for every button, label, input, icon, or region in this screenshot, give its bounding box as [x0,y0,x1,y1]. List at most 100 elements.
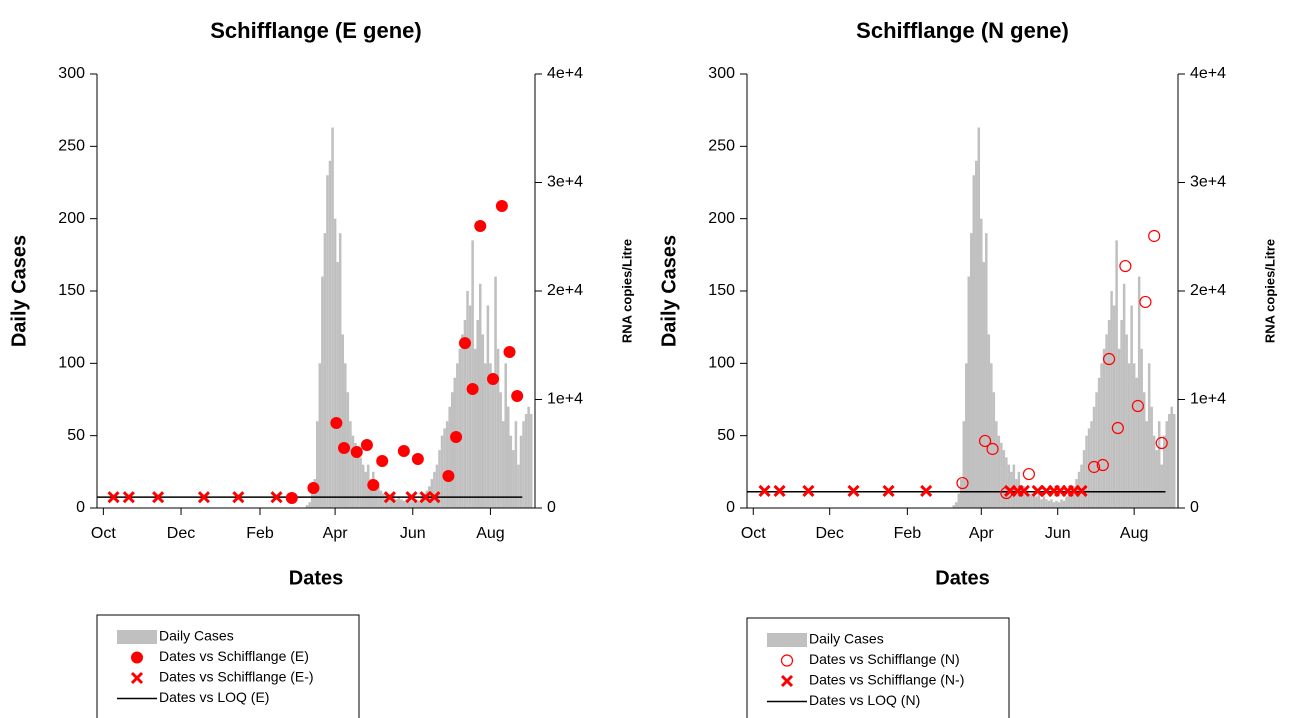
y2-tick-label: 1e+4 [547,391,583,408]
bar [990,363,993,508]
marker [956,476,969,490]
bar [364,471,367,508]
bar [962,421,966,508]
bar [331,127,334,508]
bar [356,450,360,508]
bar [1125,334,1128,508]
marker [411,452,424,465]
y-axis-label: Daily Cases [8,235,30,347]
bar [954,502,958,508]
bar [445,421,449,508]
bar [1107,319,1111,508]
x-tick-label: Aug [476,525,504,542]
legend-swatch [130,671,144,685]
bar [1115,240,1118,508]
bar [341,334,345,508]
marker [338,441,351,454]
marker [232,491,245,504]
bar [1157,421,1161,508]
marker [1139,295,1152,309]
bar [1127,363,1131,508]
y-tick-label: 200 [708,210,735,227]
bar [1042,496,1046,508]
marker [1131,399,1145,413]
bar [1032,496,1036,508]
marker [122,491,135,504]
bar [1027,493,1031,508]
marker [107,491,120,504]
x-tick-label: Feb [894,525,922,542]
marker [1155,436,1168,450]
bar [501,421,505,508]
bar [387,496,390,508]
bar [1002,450,1006,508]
marker [428,491,441,504]
bar [402,500,406,508]
bar [1162,435,1166,508]
bar [512,450,515,508]
bar [1000,442,1003,508]
bar [987,334,991,508]
marker [847,484,860,498]
bar [448,406,451,508]
bar [412,502,416,508]
marker [442,469,455,482]
y2-tick-label: 2e+4 [547,282,583,299]
bar [504,363,507,508]
bar [379,490,383,508]
bar [514,421,518,508]
bar [1005,457,1008,508]
bar [1155,450,1158,508]
bar [336,262,339,508]
bar [527,406,530,508]
marker [1102,352,1116,366]
bar [1045,499,1048,508]
bar [323,233,327,508]
bar [1050,499,1053,508]
bar [1130,305,1133,508]
bar [417,500,421,508]
bar [1035,496,1038,508]
bar [1160,464,1163,508]
bar [1090,421,1093,508]
x-axis-label: Dates [289,567,343,589]
marker [1148,229,1161,243]
marker [383,491,396,504]
bar [405,499,408,508]
x-tick-label: Dec [167,525,195,542]
legend-label: Daily Cases [809,631,884,647]
marker [397,445,410,458]
bar [458,348,462,508]
bar [415,499,418,508]
y2-tick-label: 4e+4 [547,65,583,82]
bar [308,502,311,508]
bar [321,276,324,508]
bar [965,363,968,508]
bar [333,218,337,508]
bar [496,348,500,508]
bar [1112,305,1116,508]
bar [1007,464,1011,508]
marker [360,438,373,451]
bar [440,435,444,508]
bar [952,505,955,508]
y-tick-label: 150 [708,282,735,299]
bar [305,505,309,508]
bar [1055,500,1058,508]
y-tick-label: 300 [58,65,85,82]
marker [1119,259,1132,273]
marker [495,200,508,213]
bar [486,305,490,508]
bar [1135,377,1138,508]
marker [419,491,432,504]
marker [197,491,211,504]
bar [478,283,482,508]
marker [882,484,895,498]
bar [351,435,355,508]
y2-tick-label: 1e+4 [1190,391,1226,408]
y2-tick-label: 4e+4 [1190,65,1226,82]
x-tick-label: Apr [323,525,349,542]
bar [354,442,357,508]
legend-label: Daily Cases [159,628,234,644]
marker [1087,460,1101,474]
